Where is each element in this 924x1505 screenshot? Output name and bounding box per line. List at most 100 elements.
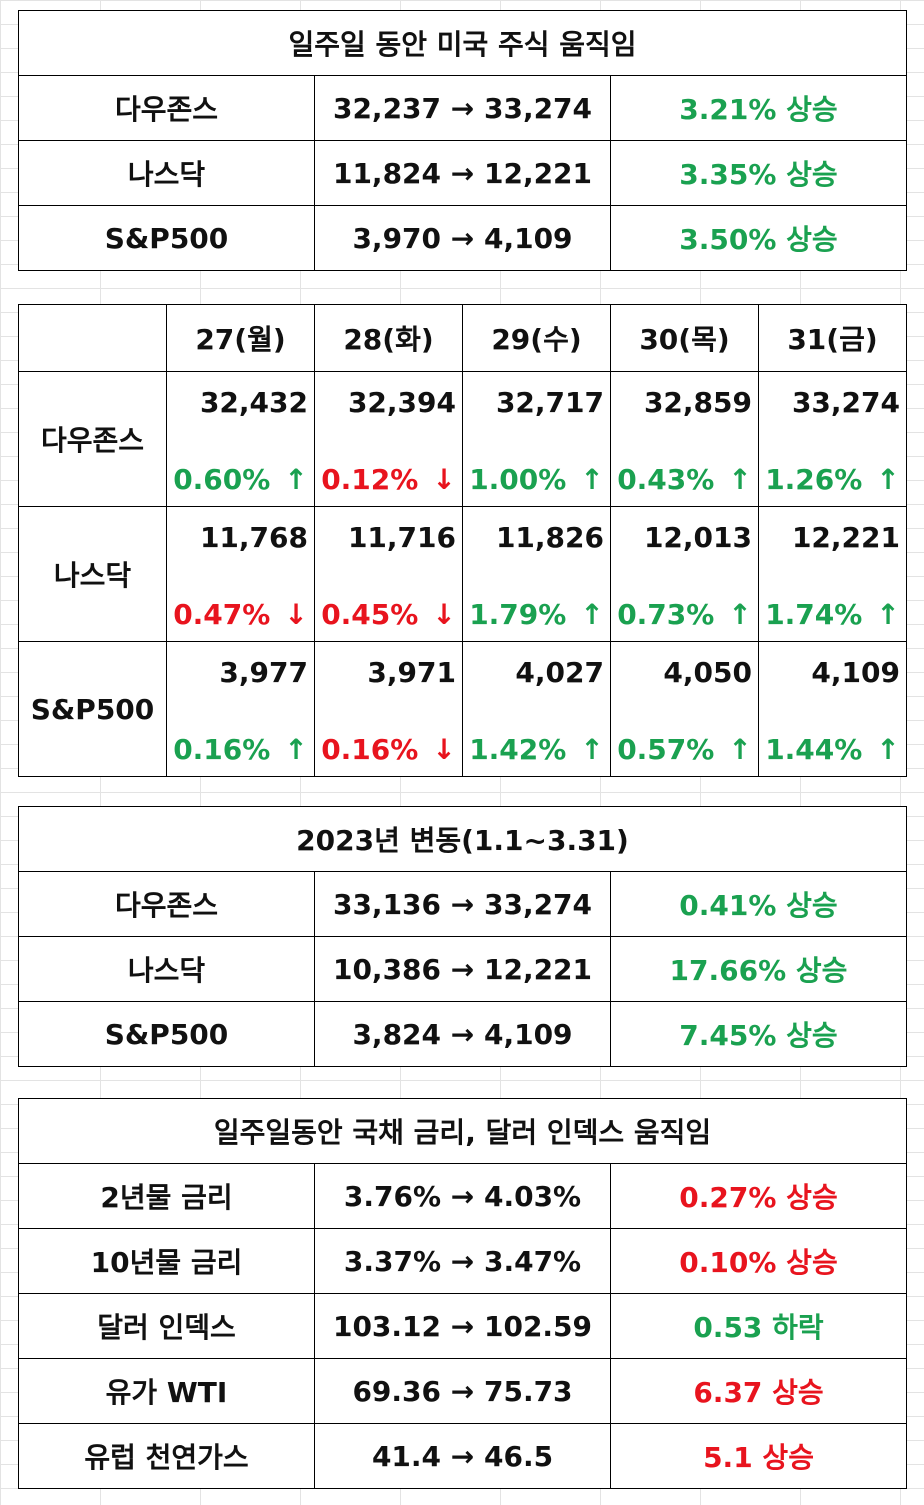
change-percent: 0.12% ↓ [315,463,462,496]
rate-name: 유럽 천연가스 [18,1423,315,1489]
arrow-up-icon: ↑ [876,463,900,496]
change-percent: 1.44% ↑ [759,733,906,766]
index-result: 7.45% 상승 [610,1001,907,1067]
change-percent: 0.60% ↑ [167,463,314,496]
weekly-title: 일주일 동안 미국 주식 움직임 [18,10,907,76]
change-percent: 1.00% ↑ [463,463,610,496]
daily-cell: 11,768 0.47% ↓ [166,506,315,642]
table-row: 유럽 천연가스 41.4 → 46.5 5.1 상승 [18,1423,908,1489]
index-result: 17.66% 상승 [610,936,907,1002]
arrow-down-icon: ↓ [432,463,456,496]
daily-cell: 4,050 0.57% ↑ [610,641,759,777]
close-value: 4,109 [811,656,900,689]
rate-result: 0.27% 상승 [609,1163,908,1229]
change-percent: 0.47% ↓ [167,598,314,631]
percent-text: 0.12% [321,463,419,496]
daily-stock-table: 27(월) 28(화) 29(수) 30(목) 31(금) 다우존스 32,43… [18,304,907,777]
daily-cell: 32,394 0.12% ↓ [314,371,463,507]
arrow-up-icon: ↑ [876,598,900,631]
index-name: 나스닥 [18,140,315,206]
close-value: 3,971 [367,656,456,689]
percent-text: 1.74% [765,598,863,631]
daily-cell: 12,013 0.73% ↑ [610,506,759,642]
rate-name: 달러 인덱스 [18,1293,315,1359]
day-header: 31(금) [758,304,907,372]
arrow-down-icon: ↓ [432,598,456,631]
close-value: 3,977 [219,656,308,689]
close-value: 11,826 [495,521,604,554]
change-percent: 0.57% ↑ [611,733,758,766]
index-name: 다우존스 [18,371,167,507]
percent-text: 0.43% [617,463,715,496]
arrow-up-icon: ↑ [876,733,900,766]
day-header: 28(화) [314,304,463,372]
table-row: S&P500 3,824 → 4,109 7.45% 상승 [18,1001,907,1067]
ytd-title: 2023년 변동(1.1~3.31) [18,806,907,872]
percent-text: 0.60% [173,463,271,496]
close-value: 32,394 [347,386,456,419]
close-value: 11,768 [199,521,308,554]
arrow-up-icon: ↑ [284,463,308,496]
table-row: 나스닥 11,768 0.47% ↓ 11,716 0.45% ↓ 11,826 1.79% ↑… [18,506,907,642]
table-row: 다우존스 32,432 0.60% ↑ 32,394 0.12% ↓ 32,717 1.00%… [18,371,907,507]
percent-text: 1.44% [765,733,863,766]
table-row: 유가 WTI 69.36 → 75.73 6.37 상승 [18,1358,908,1424]
rate-change: 41.4 → 46.5 [314,1423,611,1489]
change-percent: 0.45% ↓ [315,598,462,631]
table-row: 다우존스 32,237 → 33,274 3.21% 상승 [18,75,907,141]
percent-text: 0.45% [321,598,419,631]
percent-text: 1.42% [469,733,567,766]
percent-text: 0.16% [173,733,271,766]
change-percent: 1.74% ↑ [759,598,906,631]
table-row: 나스닥 10,386 → 12,221 17.66% 상승 [18,936,907,1002]
index-name: 다우존스 [18,871,315,937]
index-result: 3.21% 상승 [610,75,907,141]
arrow-up-icon: ↑ [728,463,752,496]
change-percent: 0.73% ↑ [611,598,758,631]
percent-text: 0.47% [173,598,271,631]
rate-result: 0.53 하락 [609,1293,908,1359]
rate-name: 10년물 금리 [18,1228,315,1294]
close-value: 32,717 [495,386,604,419]
table-row: 나스닥 11,824 → 12,221 3.35% 상승 [18,140,907,206]
arrow-up-icon: ↑ [728,598,752,631]
weekly-stock-table: 일주일 동안 미국 주식 움직임 다우존스 32,237 → 33,274 3.… [18,10,907,271]
rate-change: 69.36 → 75.73 [314,1358,611,1424]
rate-result: 6.37 상승 [609,1358,908,1424]
daily-cell: 32,717 1.00% ↑ [462,371,611,507]
index-result: 0.41% 상승 [610,871,907,937]
close-value: 12,221 [791,521,900,554]
day-header-row: 27(월) 28(화) 29(수) 30(목) 31(금) [18,304,907,372]
arrow-up-icon: ↑ [728,733,752,766]
daily-cell: 32,859 0.43% ↑ [610,371,759,507]
table-row: 다우존스 33,136 → 33,274 0.41% 상승 [18,871,907,937]
daily-cell: 32,432 0.60% ↑ [166,371,315,507]
index-change: 33,136 → 33,274 [314,871,611,937]
change-percent: 1.79% ↑ [463,598,610,631]
index-change: 32,237 → 33,274 [314,75,611,141]
close-value: 11,716 [347,521,456,554]
daily-cell: 11,716 0.45% ↓ [314,506,463,642]
index-name: 나스닥 [18,506,167,642]
daily-cell: 11,826 1.79% ↑ [462,506,611,642]
daily-cell: 4,027 1.42% ↑ [462,641,611,777]
daily-cell: 3,971 0.16% ↓ [314,641,463,777]
close-value: 4,050 [663,656,752,689]
arrow-up-icon: ↑ [580,733,604,766]
arrow-up-icon: ↑ [580,598,604,631]
daily-cell: 3,977 0.16% ↑ [166,641,315,777]
rate-change: 3.37% → 3.47% [314,1228,611,1294]
change-percent: 1.42% ↑ [463,733,610,766]
table-row: 2년물 금리 3.76% → 4.03% 0.27% 상승 [18,1163,908,1229]
daily-cell: 33,274 1.26% ↑ [758,371,907,507]
percent-text: 0.16% [321,733,419,766]
rate-result: 0.10% 상승 [609,1228,908,1294]
change-percent: 0.16% ↑ [167,733,314,766]
close-value: 4,027 [515,656,604,689]
arrow-down-icon: ↓ [284,598,308,631]
percent-text: 1.26% [765,463,863,496]
arrow-up-icon: ↑ [284,733,308,766]
index-change: 3,824 → 4,109 [314,1001,611,1067]
percent-text: 0.57% [617,733,715,766]
rate-result: 5.1 상승 [609,1423,908,1489]
